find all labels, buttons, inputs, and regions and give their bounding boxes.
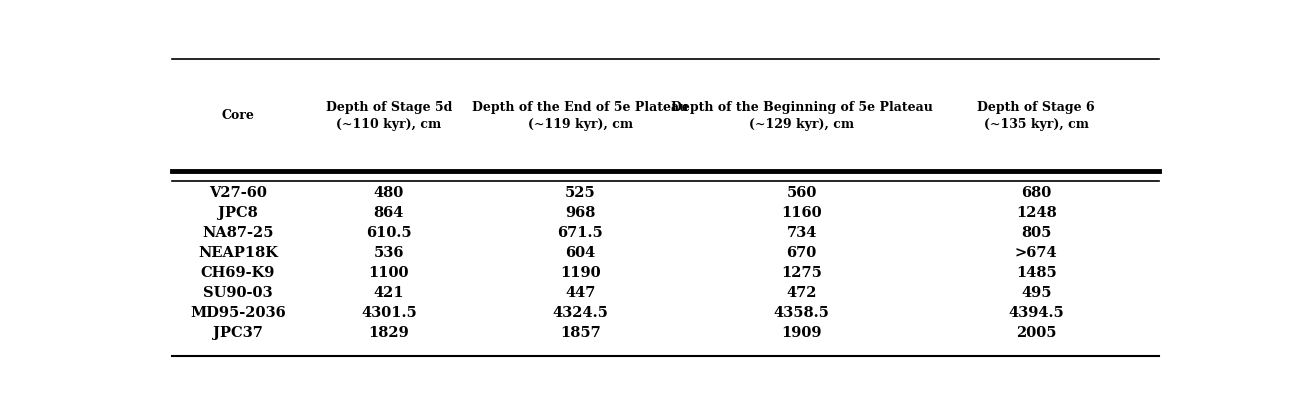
Text: 1857: 1857 — [560, 326, 600, 340]
Text: Depth of Stage 5d
(~110 kyr), cm: Depth of Stage 5d (~110 kyr), cm — [326, 101, 452, 131]
Text: 1275: 1275 — [781, 266, 822, 280]
Text: 2005: 2005 — [1016, 326, 1056, 340]
Text: 4324.5: 4324.5 — [552, 306, 608, 320]
Text: V27-60: V27-60 — [209, 186, 266, 200]
Text: 604: 604 — [565, 246, 595, 260]
Text: 671.5: 671.5 — [557, 226, 603, 240]
Text: 680: 680 — [1021, 186, 1051, 200]
Text: JPC8: JPC8 — [218, 206, 257, 220]
Text: Depth of Stage 6
(~135 kyr), cm: Depth of Stage 6 (~135 kyr), cm — [977, 101, 1095, 131]
Text: 1829: 1829 — [369, 326, 409, 340]
Text: Depth of the Beginning of 5e Plateau
(~129 kyr), cm: Depth of the Beginning of 5e Plateau (~1… — [670, 101, 933, 131]
Text: NEAP18K: NEAP18K — [197, 246, 278, 260]
Text: Core: Core — [221, 109, 255, 122]
Text: >674: >674 — [1015, 246, 1057, 260]
Text: 472: 472 — [786, 286, 817, 300]
Text: 1248: 1248 — [1016, 206, 1056, 220]
Text: 421: 421 — [374, 286, 404, 300]
Text: 525: 525 — [565, 186, 595, 200]
Text: SU90-03: SU90-03 — [203, 286, 273, 300]
Text: 1160: 1160 — [781, 206, 822, 220]
Text: 670: 670 — [786, 246, 817, 260]
Text: 805: 805 — [1021, 226, 1051, 240]
Text: 1485: 1485 — [1016, 266, 1056, 280]
Text: 1100: 1100 — [369, 266, 409, 280]
Text: NA87-25: NA87-25 — [203, 226, 274, 240]
Text: Depth of the End of 5e Plateau
(~119 kyr), cm: Depth of the End of 5e Plateau (~119 kyr… — [472, 101, 688, 131]
Text: 536: 536 — [374, 246, 404, 260]
Text: 480: 480 — [374, 186, 404, 200]
Text: 4301.5: 4301.5 — [361, 306, 417, 320]
Text: 4358.5: 4358.5 — [774, 306, 830, 320]
Text: 495: 495 — [1021, 286, 1051, 300]
Text: 1909: 1909 — [782, 326, 822, 340]
Text: JPC37: JPC37 — [213, 326, 262, 340]
Text: MD95-2036: MD95-2036 — [190, 306, 286, 320]
Text: 4394.5: 4394.5 — [1008, 306, 1064, 320]
Text: 610.5: 610.5 — [366, 226, 412, 240]
Text: 1190: 1190 — [560, 266, 600, 280]
Text: 447: 447 — [565, 286, 595, 300]
Text: 560: 560 — [786, 186, 817, 200]
Text: 864: 864 — [374, 206, 404, 220]
Text: 734: 734 — [786, 226, 817, 240]
Text: CH69-K9: CH69-K9 — [200, 266, 275, 280]
Text: 968: 968 — [565, 206, 595, 220]
